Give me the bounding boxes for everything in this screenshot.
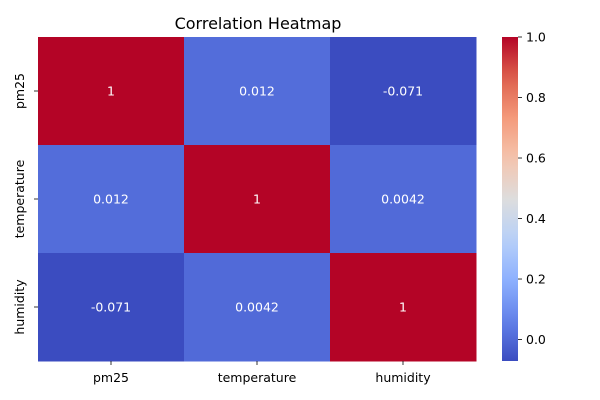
heatmap-cell-label: 0.012: [93, 192, 129, 207]
heatmap-cell: [38, 253, 185, 362]
x-axis: pm25 temperature humidity: [93, 361, 431, 385]
colorbar-tick-label: 0.8: [526, 90, 546, 105]
heatmap-cell-label: 0.0042: [235, 300, 279, 315]
heatmap-cell: [184, 145, 331, 254]
heatmap-cell: [330, 145, 477, 254]
x-tick-label: humidity: [375, 370, 431, 385]
heatmap-cell: [184, 253, 331, 362]
heatmap-cell-label: 1: [107, 84, 115, 99]
colorbar: 0.0 0.2 0.4 0.6 0.8 1.0: [502, 30, 546, 361]
heatmap-cell: [330, 37, 477, 146]
y-tick-label: humidity: [12, 279, 27, 335]
heatmap-cell-label: -0.071: [91, 300, 131, 315]
heatmap-cell-label: 1: [253, 192, 261, 207]
heatmap-cell: [330, 253, 477, 362]
heatmap-cell-label: -0.071: [383, 84, 423, 99]
y-tick-label: pm25: [12, 73, 27, 109]
colorbar-tick-label: 0.2: [526, 272, 546, 287]
x-tick-label: temperature: [218, 370, 297, 385]
heatmap-cell: [184, 37, 331, 146]
colorbar-tick-label: 0.4: [526, 211, 546, 226]
heatmap-cell-label: 0.0042: [381, 192, 425, 207]
y-tick-label: temperature: [12, 159, 27, 238]
y-axis: pm25 temperature humidity: [12, 73, 38, 335]
heatmap-cells: [38, 37, 477, 362]
heatmap-cell: [38, 37, 185, 146]
heatmap-cell-label: 1: [399, 300, 407, 315]
x-tick-label: pm25: [93, 370, 129, 385]
colorbar-tick-label: 1.0: [526, 30, 546, 45]
heatmap-cell: [38, 145, 185, 254]
chart-title: Correlation Heatmap: [175, 14, 342, 33]
heatmap-cell-labels: 1 0.012 -0.071 0.012 1 0.0042 -0.071 0.0042 1: [91, 84, 425, 315]
colorbar-tick-label: 0.6: [526, 151, 546, 166]
heatmap-cell-label: 0.012: [239, 84, 275, 99]
colorbar-gradient: [502, 37, 518, 361]
colorbar-tick-label: 0.0: [526, 332, 546, 347]
